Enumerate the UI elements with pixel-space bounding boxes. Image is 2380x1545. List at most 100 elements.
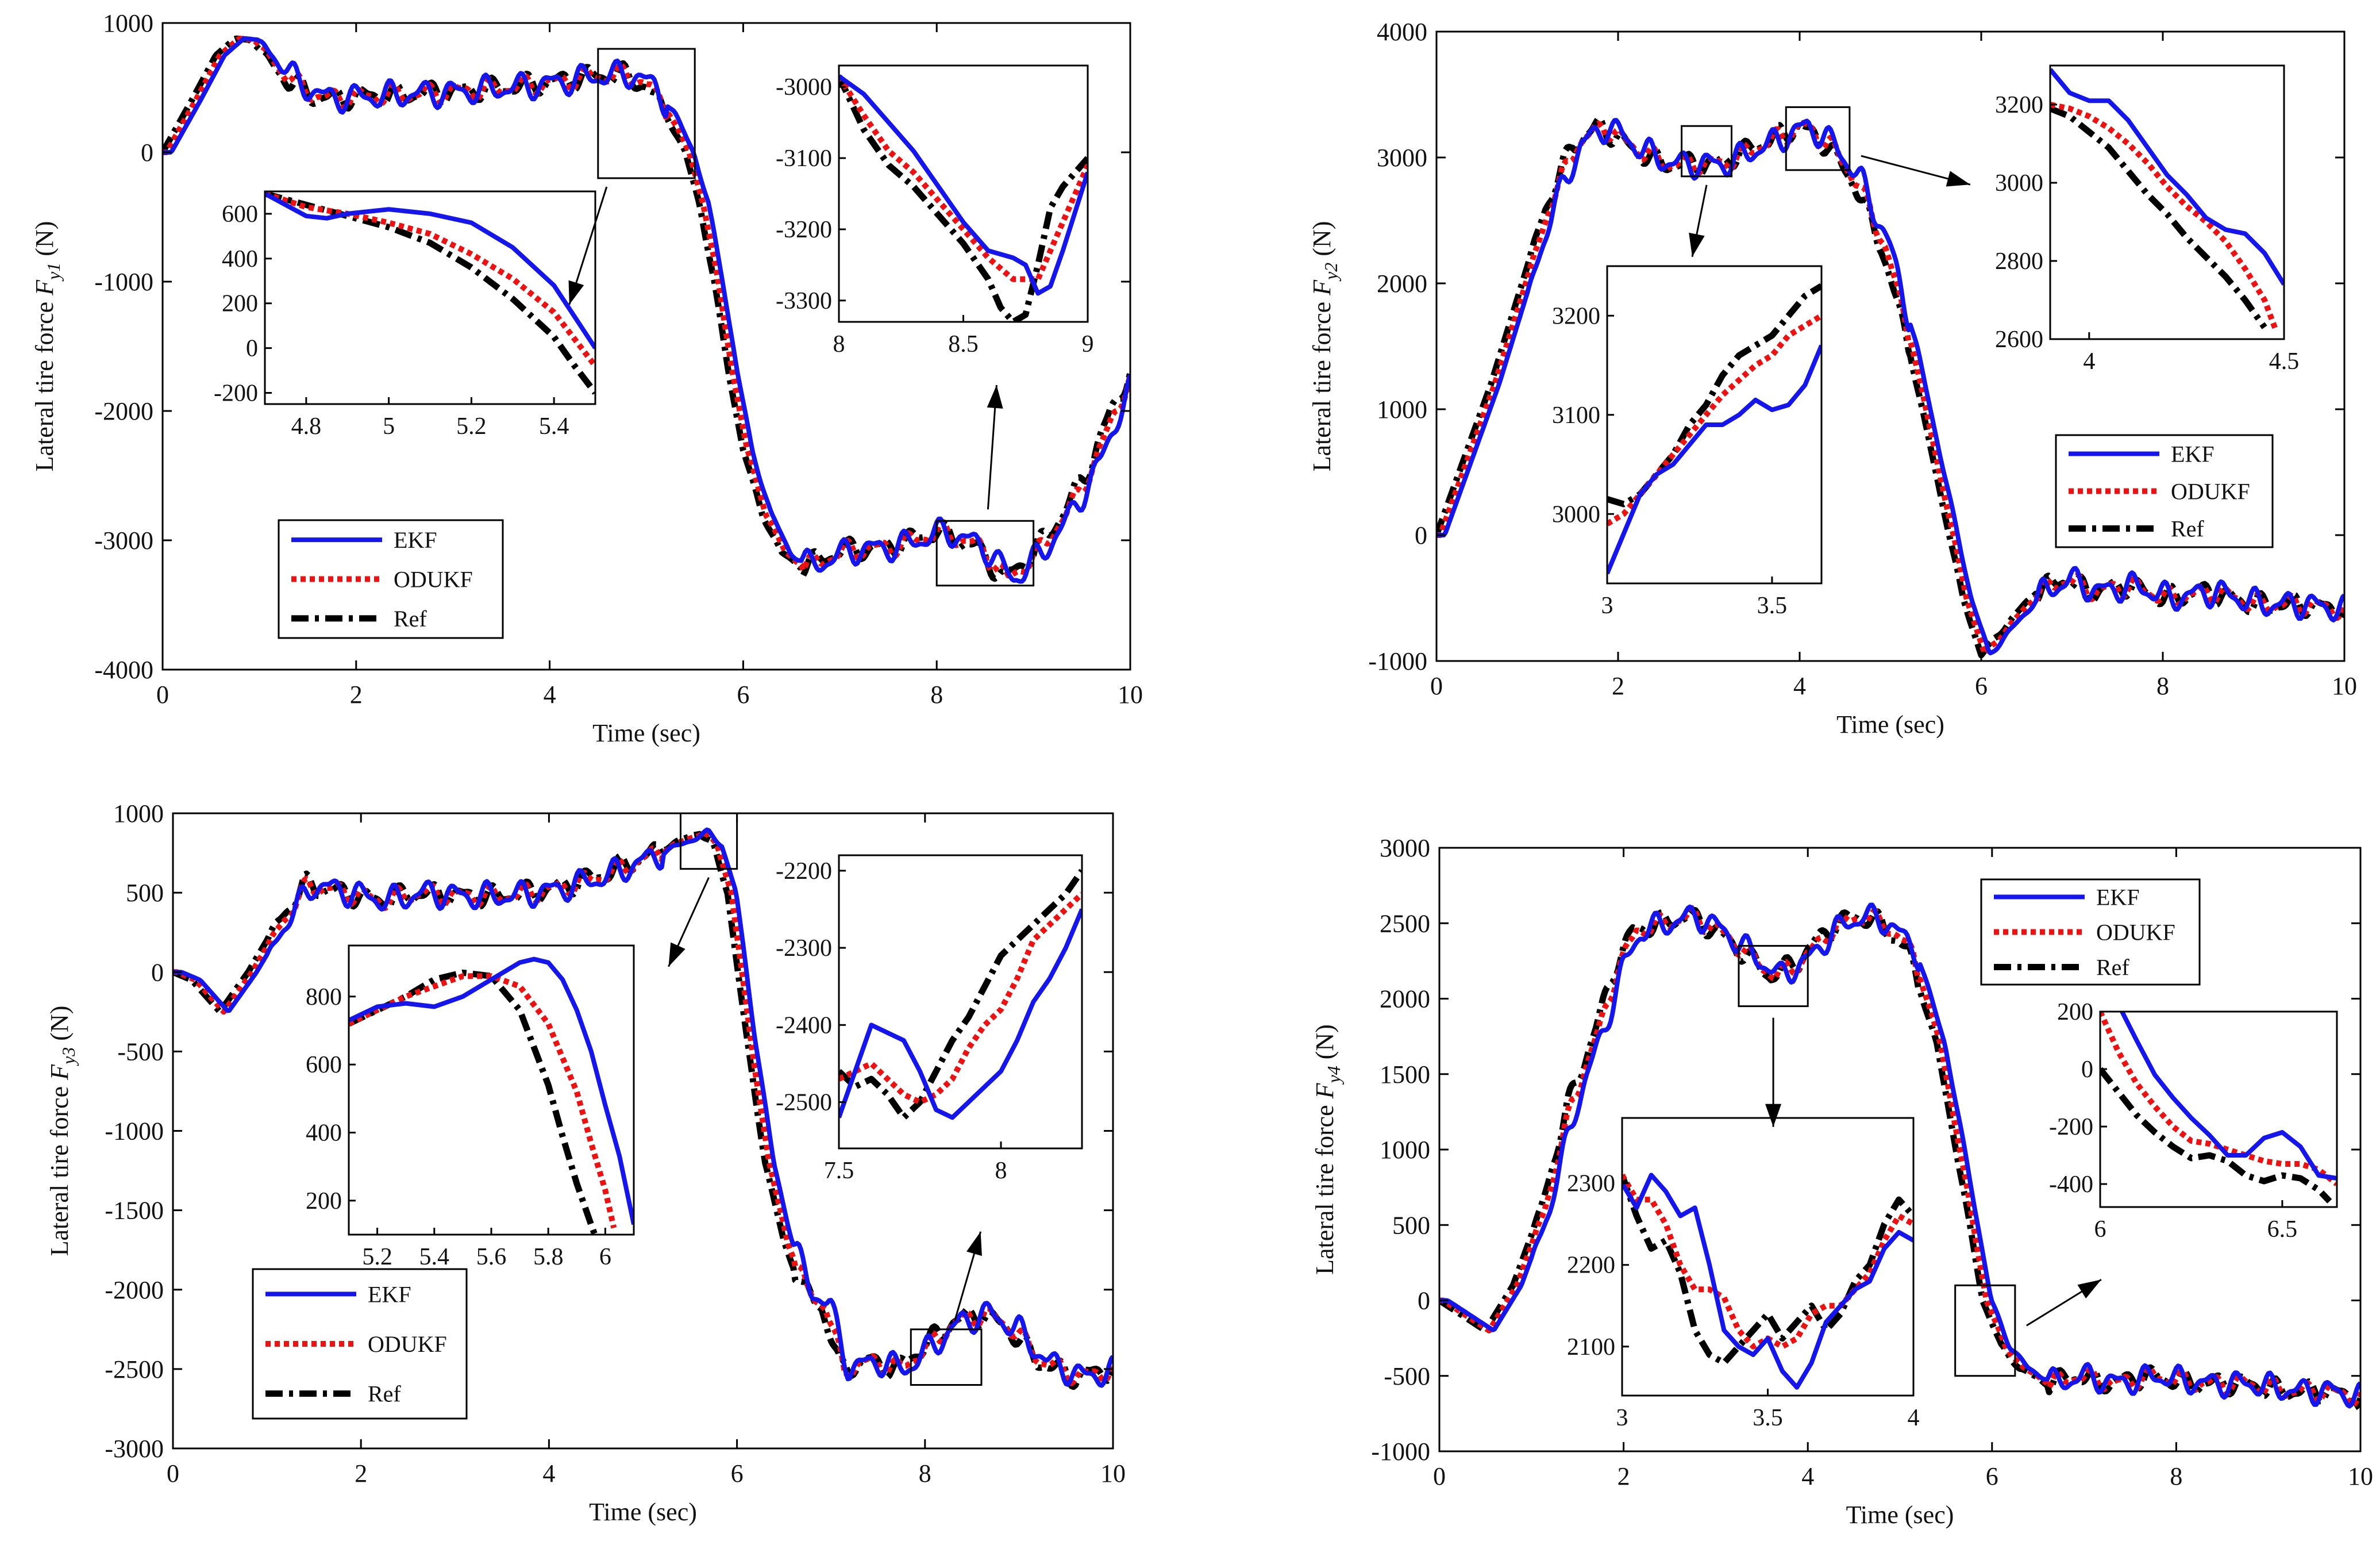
- x-tick-label: 8: [2156, 672, 2169, 700]
- zoom-box: [1738, 945, 1809, 1008]
- y-tick-label: -500: [117, 1037, 164, 1066]
- y-tick-label: 3000: [1377, 144, 1427, 172]
- inset-x-tick-label: 7.5: [824, 1158, 854, 1184]
- panel-fy3: 0 2 4 6 8 10 -3000 -2500 -2000 -1500 -1000 -500 0 500…: [45, 800, 1126, 1526]
- y-axis-label-unit: (N): [1311, 1024, 1339, 1066]
- inset-series-ekf: [1607, 344, 1821, 575]
- inset-2: 6 6.5 -400 -200 0 200: [1954, 999, 2338, 1377]
- inset-y-tick-label: -3000: [776, 74, 832, 101]
- x-tick-label: 6: [731, 1459, 744, 1488]
- zoom-box: [1681, 125, 1733, 178]
- inset-y-tick-label: 0: [2081, 1056, 2093, 1083]
- inset-frame: [838, 854, 1083, 1150]
- inset-x-tick-label: 6: [2094, 1216, 2106, 1243]
- inset-y-tick-label: 600: [306, 1052, 342, 1078]
- inset-frame-bg: [838, 64, 1089, 323]
- legend-label-ref: Ref: [2171, 516, 2204, 542]
- zoom-arrow-head: [1689, 232, 1705, 257]
- zoom-arrow-head: [966, 1231, 982, 1256]
- inset-y-tick-label: 200: [222, 291, 258, 317]
- inset-1: 5.2 5.4 5.6 5.8 6 200 400 600 800: [306, 812, 738, 1270]
- y-tick-label: -1000: [1368, 647, 1427, 675]
- x-tick-label: 4: [1793, 672, 1806, 700]
- legend-label-ekf: EKF: [2171, 441, 2215, 467]
- x-tick-label: 4: [1801, 1462, 1814, 1490]
- inset-y-tick-label: 3100: [1552, 402, 1600, 429]
- inset-x-tick-label: 5.8: [533, 1244, 564, 1270]
- x-tick-label: 2: [355, 1459, 367, 1488]
- x-tick-label: 6: [1986, 1462, 1998, 1490]
- x-tick-label: 4: [544, 681, 556, 709]
- y-tick-label: 0: [151, 958, 164, 986]
- y-axis-label-main: Lateral tire force: [30, 295, 59, 472]
- inset-y-tick-label: 3000: [1552, 501, 1600, 528]
- legend-label-ekf: EKF: [394, 527, 437, 553]
- inset-x-tick-label: 6: [599, 1244, 611, 1270]
- inset-y-tick-label: 200: [2057, 999, 2093, 1025]
- x-tick-label: 8: [919, 1459, 931, 1488]
- x-axis-label: Time (sec): [1846, 1501, 1954, 1529]
- inset-series-group: [265, 191, 595, 395]
- y-tick-label: -3000: [105, 1435, 164, 1463]
- inset-series-odukf: [2050, 102, 2279, 333]
- zoom-arrow-head: [568, 280, 584, 305]
- main-series-group: [163, 35, 1130, 584]
- y-tick-label: 1000: [113, 800, 164, 828]
- inset-y-tick-label: 400: [222, 246, 258, 272]
- inset-x-tick-label: 9: [1082, 331, 1094, 358]
- inset-y-tick-label: -3300: [776, 288, 832, 314]
- inset-x-tick-label: 4.5: [2269, 348, 2300, 375]
- inset-series-ref: [2100, 1067, 2332, 1204]
- zoom-arrow-head: [1946, 171, 1970, 187]
- inset-series-odukf: [265, 191, 595, 368]
- inset-y-tick-label: -2300: [776, 935, 832, 962]
- zoom-box: [1954, 1284, 2016, 1377]
- inset-x-tick-label: 4: [2083, 348, 2095, 375]
- x-tick-label: 0: [1433, 1462, 1446, 1490]
- inset-frame-bg: [348, 944, 635, 1236]
- zoom-arrow-head: [1765, 1104, 1782, 1127]
- inset-y-tick-label: -3200: [776, 217, 832, 243]
- y-tick-label: 0: [1418, 1287, 1430, 1315]
- inset-x-tick-label: 8: [995, 1158, 1007, 1184]
- zoom-arrow-head: [2077, 1279, 2101, 1299]
- inset-y-tick-label: -2400: [776, 1012, 832, 1039]
- series-line-ekf: [1439, 902, 2360, 1409]
- inset-frame-bg: [2049, 64, 2285, 340]
- inset-frame-bg: [838, 854, 1083, 1150]
- inset-x-tick-label: 8.5: [948, 331, 979, 358]
- inset-series-ekf: [1622, 1173, 1913, 1390]
- inset-y-tick-label: 3200: [1552, 303, 1600, 329]
- inset-series-group: [2100, 1012, 2337, 1204]
- inset-x-tick-label: 6.5: [2267, 1216, 2298, 1243]
- inset-series-group: [1607, 283, 1821, 575]
- y-tick-label: 2000: [1380, 985, 1430, 1013]
- zoom-arrow-head: [668, 942, 685, 967]
- x-tick-label: 10: [1118, 681, 1143, 709]
- inset-2: 7.5 8 -2500 -2400 -2300 -2200: [776, 854, 1083, 1386]
- legend-label-ref: Ref: [2096, 955, 2129, 981]
- x-tick-label: 2: [1618, 1462, 1630, 1490]
- x-axis-label: Time (sec): [1836, 710, 1944, 739]
- legend-label-odukf: ODUKF: [2096, 920, 2175, 946]
- x-tick-label: 6: [1975, 672, 1988, 700]
- y-tick-label: 1500: [1380, 1060, 1430, 1089]
- x-tick-label: 4: [542, 1459, 555, 1488]
- main-series-group: [173, 827, 1113, 1390]
- inset-x-tick-label: 5: [383, 413, 395, 440]
- y-tick-label: 4000: [1377, 18, 1427, 46]
- inset-y-tick-label: -2500: [776, 1089, 832, 1116]
- y-tick-label: -1500: [105, 1197, 164, 1225]
- inset-x-tick-label: 5.2: [456, 413, 487, 440]
- zoom-box: [910, 1328, 983, 1386]
- inset-series-ekf: [349, 956, 634, 1225]
- x-tick-label: 0: [167, 1459, 179, 1488]
- x-tick-label: 10: [1100, 1459, 1126, 1488]
- inset-x-tick-label: 5.2: [362, 1244, 392, 1270]
- inset-series-group: [839, 74, 1088, 322]
- inset-y-tick-label: -3100: [776, 145, 832, 172]
- y-axis-label-unit: (N): [45, 1006, 74, 1047]
- series-line-ekf: [1437, 118, 2344, 656]
- inset-series-ekf: [839, 74, 1088, 296]
- inset-x-tick-label: 4.8: [291, 413, 322, 440]
